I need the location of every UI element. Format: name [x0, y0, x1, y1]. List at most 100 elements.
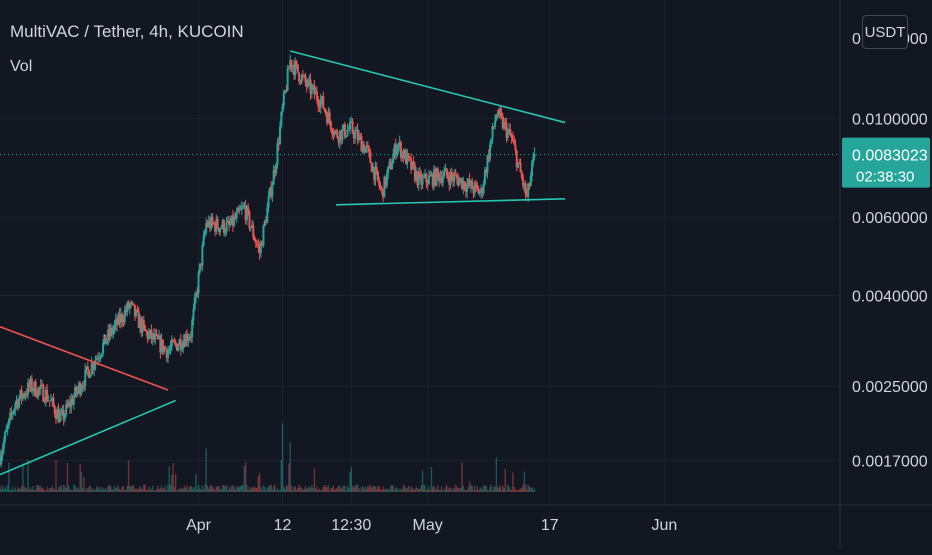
- candle-body: [533, 154, 536, 157]
- symbol-legend[interactable]: MultiVAC / Tether, 4h, KUCOIN: [10, 22, 244, 41]
- candle-body: [27, 382, 29, 395]
- candle-body: [286, 68, 289, 91]
- candle-body: [7, 418, 10, 426]
- candle-body: [296, 64, 299, 73]
- volume-bar: [504, 468, 506, 492]
- candle-body: [6, 425, 9, 430]
- volume-bar: [120, 489, 122, 492]
- volume-bar: [17, 487, 19, 492]
- candle-body: [182, 340, 185, 348]
- volume-bar: [348, 488, 350, 492]
- volume-bar: [447, 489, 449, 492]
- candle-body: [401, 151, 404, 158]
- volume-bar: [14, 487, 16, 492]
- price-tick-label: 0.0017000: [852, 454, 928, 471]
- volume-bar: [197, 484, 200, 492]
- candle-body: [485, 170, 488, 174]
- candle-body: [164, 346, 167, 350]
- candle-body: [215, 218, 218, 232]
- volume-bar: [313, 468, 316, 492]
- candle-body: [529, 176, 532, 187]
- volume-bar: [10, 489, 13, 492]
- candle-body: [421, 177, 424, 185]
- volume-bar: [527, 484, 529, 492]
- candle-body: [494, 120, 497, 127]
- candle-body: [114, 319, 117, 325]
- volume-bar: [148, 486, 150, 492]
- volume-bar: [429, 490, 431, 492]
- volume-bar: [290, 485, 293, 492]
- candle-body: [300, 75, 303, 83]
- volume-bar: [45, 490, 47, 492]
- candle-body: [156, 334, 159, 340]
- candle-body: [445, 168, 448, 176]
- volume-bar: [321, 489, 323, 492]
- candle-body: [347, 129, 350, 131]
- candle-body: [2, 441, 5, 450]
- currency-button[interactable]: USDT: [862, 15, 908, 49]
- volume-bar: [376, 488, 378, 492]
- volume-bar: [288, 463, 290, 492]
- candle-body: [48, 400, 51, 402]
- candle-body: [486, 155, 489, 174]
- candle-body: [327, 112, 330, 124]
- volume-bar: [73, 484, 75, 492]
- candle-body: [319, 99, 322, 108]
- volume-bar: [318, 488, 321, 492]
- candle-body: [387, 166, 390, 174]
- candle-body: [174, 341, 177, 345]
- volume-bar: [52, 488, 55, 492]
- candle-body: [480, 187, 483, 193]
- volume-bar: [264, 487, 266, 492]
- volume-bar: [0, 489, 2, 492]
- candle-body: [121, 314, 124, 322]
- volume-bar: [269, 485, 271, 492]
- candle-body: [42, 385, 45, 402]
- volume-bar: [24, 488, 27, 492]
- volume-bar: [97, 486, 99, 492]
- candle-body: [407, 153, 410, 157]
- volume-bar: [202, 489, 205, 492]
- volume-bar: [166, 490, 168, 492]
- candle-body: [181, 347, 183, 350]
- volume-bar: [300, 487, 303, 492]
- candle-body: [258, 246, 261, 254]
- volume-bar: [80, 472, 83, 492]
- candle-body: [38, 387, 41, 390]
- volume-bar: [32, 485, 34, 492]
- candle-body: [475, 183, 477, 185]
- trendline-descending-resistance: [289, 50, 566, 124]
- volume-bar: [398, 488, 401, 492]
- volume-bar: [180, 487, 182, 492]
- candle-body: [259, 242, 262, 254]
- volume-bar: [424, 484, 426, 492]
- candle-body: [360, 136, 363, 152]
- candle-body: [65, 404, 68, 415]
- candle-body: [496, 115, 499, 117]
- candle-body: [522, 177, 525, 187]
- volume-bar: [400, 489, 402, 492]
- candle-body: [505, 123, 508, 138]
- candle-body: [184, 334, 187, 347]
- volume-bar: [432, 486, 434, 492]
- candle-body: [503, 121, 505, 129]
- volume-bar: [118, 489, 121, 492]
- candle-body: [324, 110, 327, 115]
- volume-bar: [37, 485, 39, 492]
- candle-body: [380, 187, 383, 190]
- volume-bar: [298, 484, 300, 492]
- volume-bar: [68, 485, 70, 492]
- candle-body: [126, 302, 129, 312]
- volume-legend[interactable]: Vol: [10, 58, 33, 75]
- candle-body: [332, 134, 335, 136]
- volume-bar: [332, 485, 335, 492]
- candle-body: [482, 183, 485, 193]
- candle-body: [41, 384, 43, 386]
- volume-bar: [374, 486, 377, 492]
- volume-bar: [421, 470, 424, 492]
- candle-body: [483, 170, 486, 184]
- volume-bar: [122, 485, 125, 492]
- candle-body: [271, 184, 274, 197]
